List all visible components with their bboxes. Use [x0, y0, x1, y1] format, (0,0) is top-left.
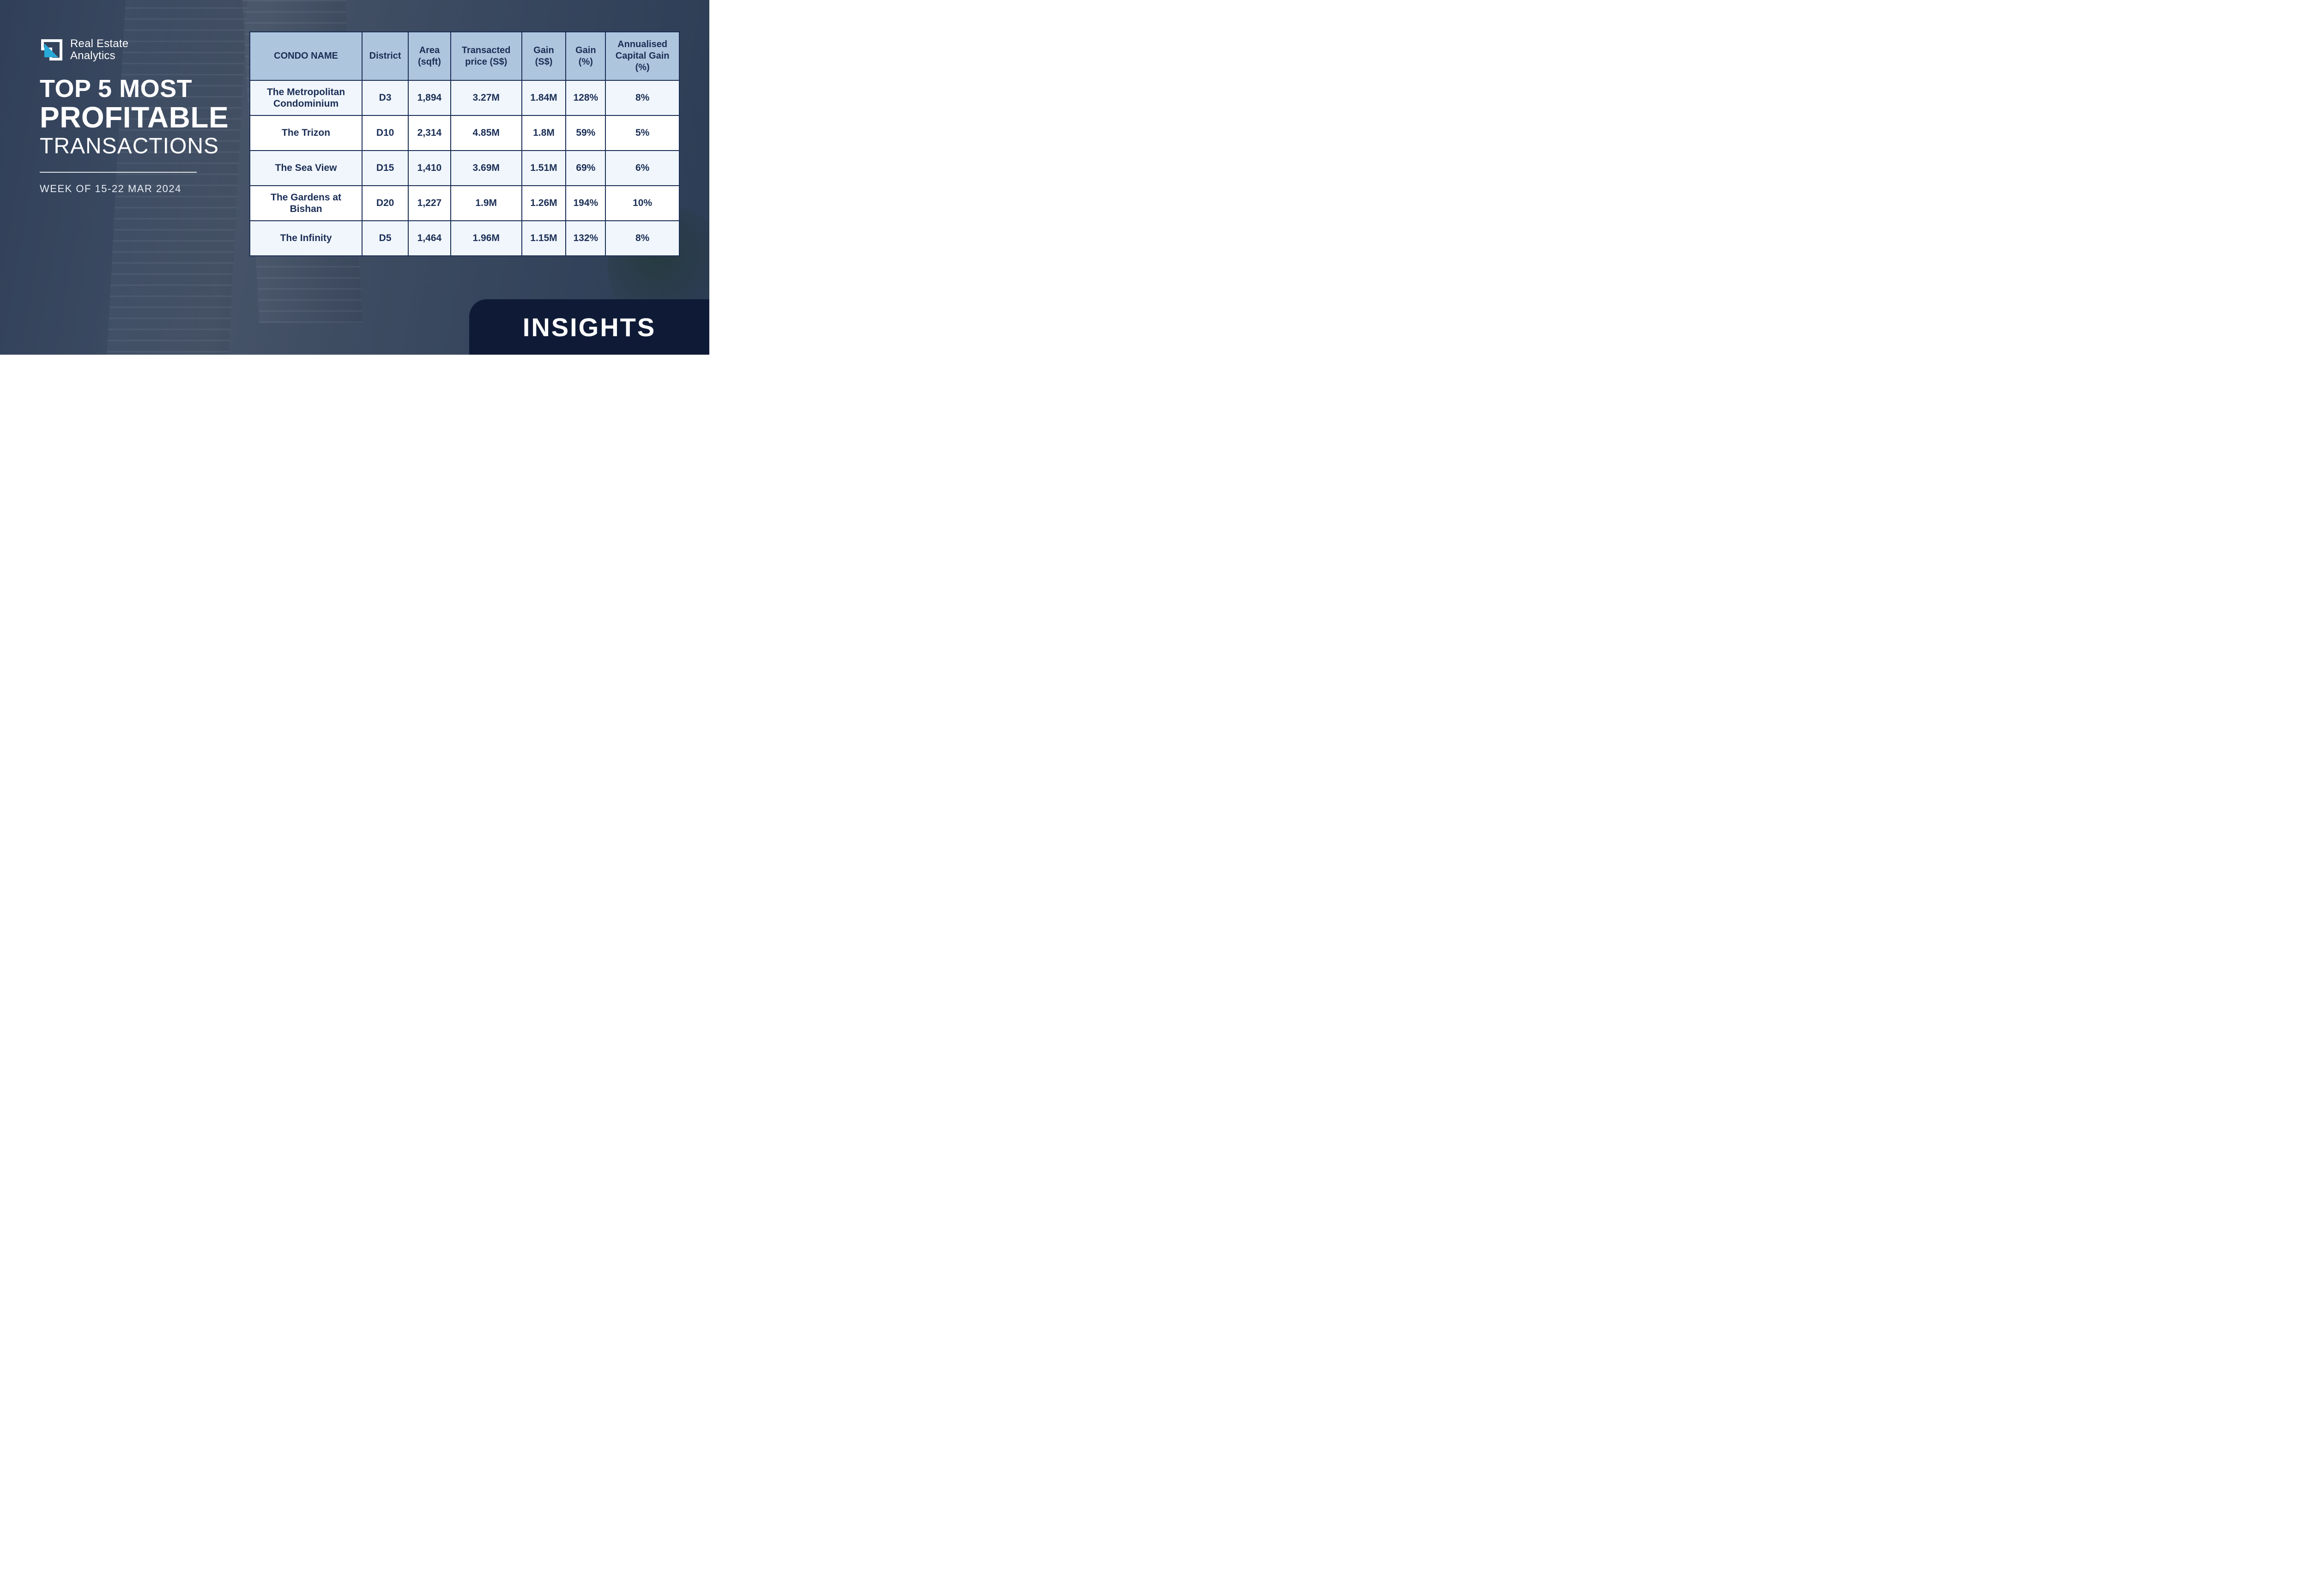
title-line-1: TOP 5 MOST	[40, 75, 240, 102]
cell-gain-s: 1.26M	[522, 186, 566, 221]
cell-price: 1.96M	[451, 221, 522, 256]
page-title: TOP 5 MOST PROFITABLE TRANSACTIONS	[40, 75, 240, 160]
transactions-table: CONDO NAME District Area (sqft) Transact…	[249, 31, 680, 256]
cell-gain-pct: 132%	[566, 221, 605, 256]
cell-acg: 8%	[605, 221, 679, 256]
date-range-subtitle: WEEK OF 15-22 MAR 2024	[40, 183, 240, 195]
cell-gain-pct: 128%	[566, 80, 605, 115]
cell-district: D20	[362, 186, 408, 221]
cell-price: 3.69M	[451, 151, 522, 186]
insights-tab: INSIGHTS	[469, 299, 709, 355]
cell-district: D15	[362, 151, 408, 186]
title-line-2: PROFITABLE	[40, 102, 240, 133]
col-header-condo-name: CONDO NAME	[250, 32, 362, 80]
cell-area: 1,894	[408, 80, 451, 115]
cell-gain-s: 1.8M	[522, 115, 566, 151]
cell-acg: 6%	[605, 151, 679, 186]
title-divider	[40, 172, 197, 173]
cell-gain-pct: 69%	[566, 151, 605, 186]
table-row: The Trizon D10 2,314 4.85M 1.8M 59% 5%	[250, 115, 679, 151]
cell-condo-name: The Gardens at Bishan	[250, 186, 362, 221]
cell-gain-s: 1.15M	[522, 221, 566, 256]
cell-price: 1.9M	[451, 186, 522, 221]
cell-gain-pct: 194%	[566, 186, 605, 221]
table-row: The Gardens at Bishan D20 1,227 1.9M 1.2…	[250, 186, 679, 221]
col-header-gain-s: Gain (S$)	[522, 32, 566, 80]
cell-price: 3.27M	[451, 80, 522, 115]
col-header-gain-pct: Gain (%)	[566, 32, 605, 80]
cell-gain-pct: 59%	[566, 115, 605, 151]
cell-acg: 8%	[605, 80, 679, 115]
table-row: The Metropolitan Condominium D3 1,894 3.…	[250, 80, 679, 115]
cell-gain-s: 1.51M	[522, 151, 566, 186]
cell-condo-name: The Sea View	[250, 151, 362, 186]
cell-acg: 5%	[605, 115, 679, 151]
cell-gain-s: 1.84M	[522, 80, 566, 115]
brand-name-line2: Analytics	[70, 50, 128, 62]
brand-logo: Real Estate Analytics	[40, 38, 240, 62]
table-header-row: CONDO NAME District Area (sqft) Transact…	[250, 32, 679, 80]
cell-district: D5	[362, 221, 408, 256]
cell-area: 1,227	[408, 186, 451, 221]
brand-name-line1: Real Estate	[70, 38, 128, 50]
cell-area: 1,410	[408, 151, 451, 186]
insights-label: INSIGHTS	[523, 312, 656, 342]
cell-area: 2,314	[408, 115, 451, 151]
col-header-district: District	[362, 32, 408, 80]
col-header-area: Area (sqft)	[408, 32, 451, 80]
cell-condo-name: The Infinity	[250, 221, 362, 256]
col-header-acg: Annualised Capital Gain (%)	[605, 32, 679, 80]
cell-district: D3	[362, 80, 408, 115]
cell-area: 1,464	[408, 221, 451, 256]
left-panel: Real Estate Analytics TOP 5 MOST PROFITA…	[0, 0, 249, 355]
cell-acg: 10%	[605, 186, 679, 221]
brand-logo-icon	[40, 38, 64, 62]
cell-condo-name: The Metropolitan Condominium	[250, 80, 362, 115]
brand-logo-text: Real Estate Analytics	[70, 38, 128, 62]
cell-district: D10	[362, 115, 408, 151]
table-row: The Infinity D5 1,464 1.96M 1.15M 132% 8…	[250, 221, 679, 256]
cell-condo-name: The Trizon	[250, 115, 362, 151]
title-line-3: TRANSACTIONS	[40, 133, 240, 160]
table-row: The Sea View D15 1,410 3.69M 1.51M 69% 6…	[250, 151, 679, 186]
cell-price: 4.85M	[451, 115, 522, 151]
col-header-price: Transacted price (S$)	[451, 32, 522, 80]
